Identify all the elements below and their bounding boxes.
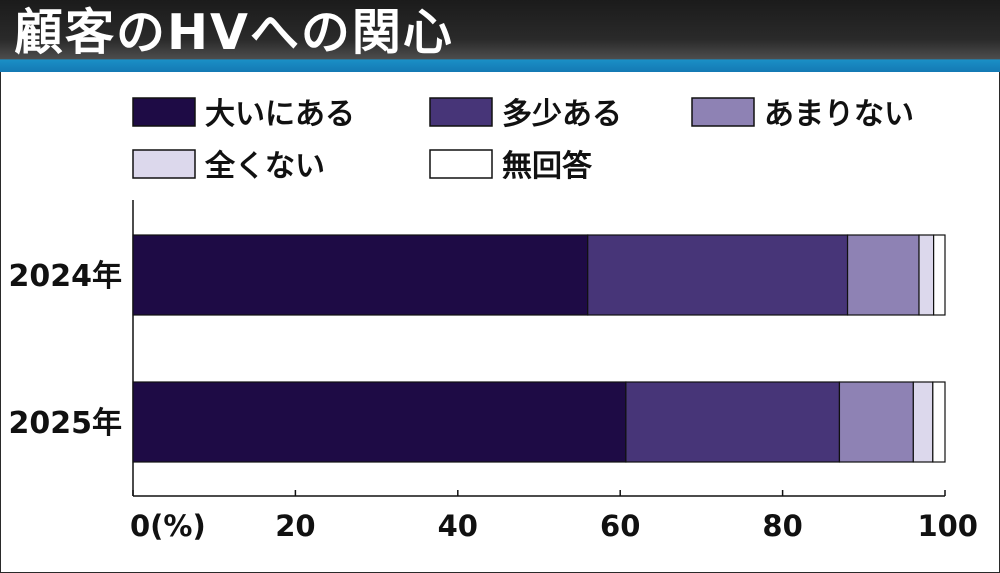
x-tick-label: 60 [600,509,640,543]
legend-label: 無回答 [502,149,593,184]
bar-segment [912,381,934,463]
title-banner: 顧客のHVへの関心 [0,0,1000,72]
bar-segment [132,234,589,316]
legend-label: 全くない [204,149,325,184]
chart-title: 顧客のHVへの関心 [14,4,454,61]
legend-swatch [691,97,755,127]
legend-swatch [429,149,493,179]
bar-segment [932,381,946,463]
x-tick-label: 0(%) [130,509,206,543]
legend-label: あまりない [764,97,914,132]
bar-segment [846,234,920,316]
bar-segment [933,234,946,316]
legend-swatch [132,97,196,127]
category-label: 2025年 [9,406,123,441]
bar-segment [838,381,914,463]
bar-segment [625,381,841,463]
x-tick-label: 20 [275,509,315,543]
legend-label: 大いにある [205,97,355,132]
category-label: 2024年 [9,259,123,294]
legend-swatch [429,97,493,127]
bar-segment [587,234,849,316]
legend-label: 多少ある [502,97,622,132]
bar-segment [918,234,935,316]
bar-segment [132,381,627,463]
x-tick-label: 40 [438,509,478,543]
legend-swatch [132,149,196,179]
x-tick-label: 80 [762,509,802,543]
x-tick-label: 100 [917,509,978,543]
